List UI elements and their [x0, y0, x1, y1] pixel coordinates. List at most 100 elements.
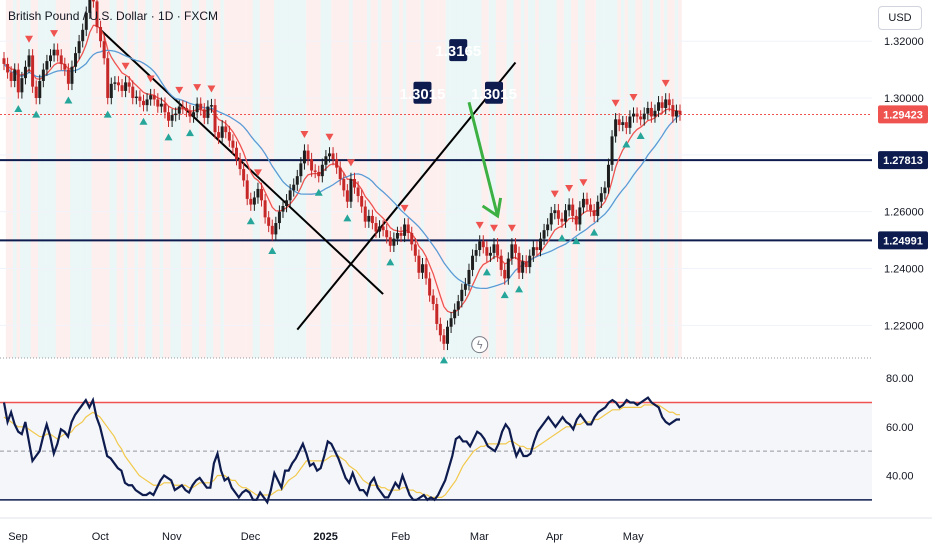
candle-body	[335, 159, 339, 168]
candle-body	[217, 132, 221, 138]
bg-band	[130, 0, 135, 358]
time-tick-label: Mar	[470, 531, 489, 543]
candle-body	[567, 204, 571, 211]
candle-body	[556, 210, 560, 219]
candle-body	[263, 200, 267, 218]
bg-band	[223, 0, 228, 358]
bg-band	[59, 0, 64, 358]
bg-band	[202, 0, 207, 358]
buy-signal-marker	[515, 285, 524, 293]
bg-band	[545, 0, 550, 358]
bg-band	[417, 0, 421, 358]
candle-body	[471, 255, 475, 270]
candle-body	[589, 204, 593, 211]
bg-band	[384, 0, 389, 358]
price-tick-label: 1.30000	[884, 93, 924, 105]
head-label: 1.3165	[435, 43, 481, 60]
candle-body	[456, 301, 460, 310]
candle-body	[632, 113, 636, 117]
bg-band	[531, 0, 536, 358]
candle-body	[492, 244, 496, 253]
candle-body	[431, 295, 435, 305]
candle-body	[463, 284, 467, 290]
candle-body	[152, 95, 156, 100]
bg-band	[37, 0, 42, 358]
time-axis[interactable]: Sep Oct Nov Dec 2025 Feb Mar Apr May	[0, 517, 932, 543]
candle-body	[167, 112, 171, 121]
bg-band	[513, 0, 518, 358]
projection-arrow-head	[481, 197, 503, 219]
candle-body	[238, 159, 242, 170]
bg-band	[177, 0, 182, 358]
bg-band	[549, 0, 554, 358]
bg-band	[306, 0, 310, 358]
candle-body	[499, 255, 503, 270]
candle-body	[614, 119, 618, 137]
trendline	[99, 29, 384, 295]
candle-body	[646, 107, 650, 114]
projection-arrow	[467, 101, 500, 217]
time-tick-label: 2025	[313, 531, 337, 543]
bg-band	[517, 0, 521, 358]
candle-body	[74, 53, 78, 67]
bg-band	[91, 0, 96, 358]
candle-body	[374, 223, 378, 232]
candle-body	[381, 226, 385, 231]
candle-body	[353, 179, 357, 188]
bg-band	[649, 0, 654, 358]
buy-signal-marker	[439, 356, 448, 364]
candle-body	[124, 82, 128, 91]
bg-band	[80, 0, 85, 358]
bg-band	[109, 0, 114, 358]
candle-body	[571, 204, 575, 216]
candle-body	[242, 169, 246, 181]
candle-body	[209, 105, 213, 107]
bg-band	[499, 0, 503, 358]
bg-band	[560, 0, 564, 358]
candle-body	[59, 55, 63, 64]
candle-body	[417, 255, 421, 273]
candles	[2, 0, 682, 351]
candle-body	[31, 55, 35, 87]
bg-band	[127, 0, 131, 358]
bg-band	[263, 0, 267, 358]
candle-body	[317, 171, 321, 177]
bg-band	[277, 0, 282, 358]
candle-body	[678, 110, 682, 115]
bg-band	[113, 0, 117, 358]
buy-signal-marker	[268, 247, 277, 255]
buy-signal-marker	[32, 110, 41, 118]
candle-body	[274, 223, 278, 235]
candle-body	[367, 215, 371, 222]
candle-body	[327, 153, 331, 157]
bg-band	[431, 0, 435, 358]
price-label: 1.29423	[883, 109, 923, 121]
candle-body	[9, 72, 13, 81]
candle-body	[41, 69, 45, 81]
candle-body	[288, 190, 292, 201]
bg-band	[452, 0, 457, 358]
bg-band	[363, 0, 368, 358]
bg-band	[84, 0, 89, 358]
candle-body	[481, 241, 485, 248]
candle-body	[553, 210, 557, 214]
buy-signal-marker	[622, 140, 631, 148]
candle-body	[342, 179, 346, 191]
candle-body	[195, 103, 199, 113]
bg-band	[181, 0, 185, 358]
candle-body	[606, 164, 610, 188]
candle-body	[66, 69, 70, 84]
currency-selector[interactable]: USD	[878, 6, 922, 30]
candle-body	[664, 99, 668, 108]
candle-body	[624, 122, 628, 128]
bg-band	[249, 0, 253, 358]
candle-body	[13, 69, 17, 81]
candle-body	[34, 86, 38, 99]
price-grid	[0, 40, 872, 359]
candle-body	[517, 252, 521, 273]
price-axis[interactable]: 1.220001.240001.260001.280001.300001.320…	[872, 0, 932, 512]
bg-band	[463, 0, 468, 358]
bg-band	[331, 0, 335, 358]
candle-body	[145, 99, 149, 106]
